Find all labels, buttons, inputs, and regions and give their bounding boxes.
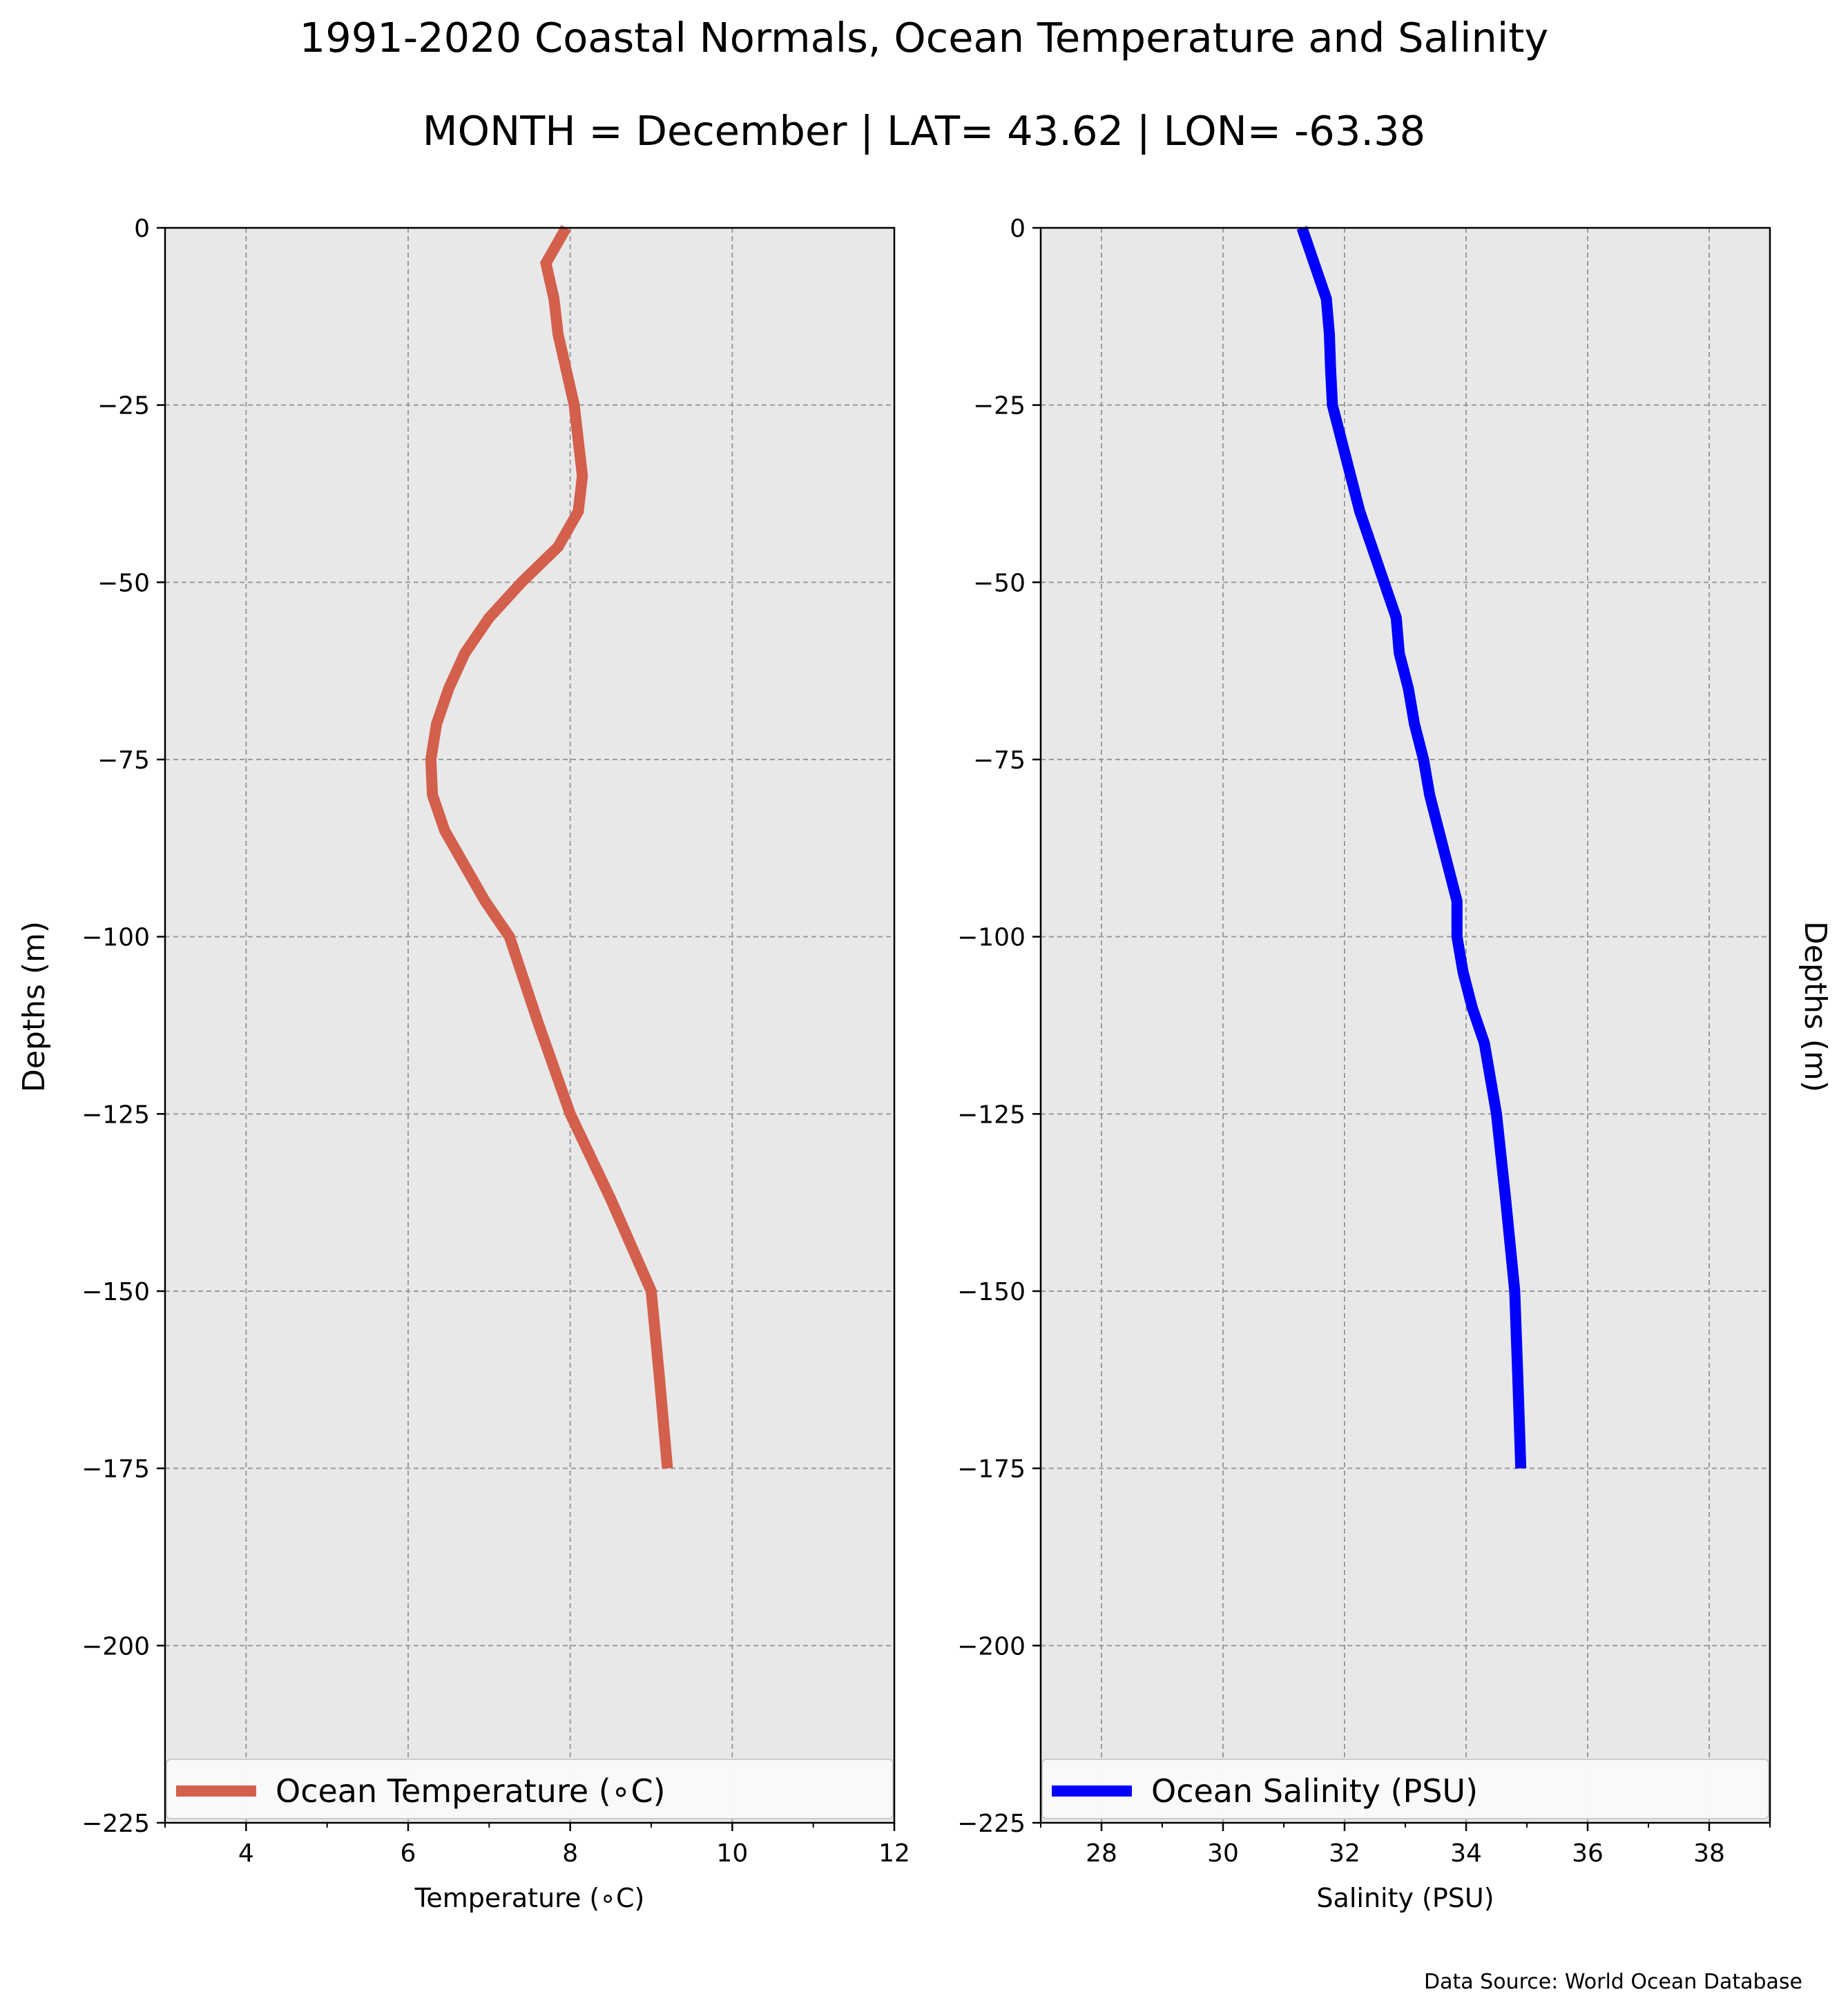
sal-y-tick-label: −25 [973,392,1026,420]
right-y-axis-label: Depths (m) [1798,921,1833,1092]
temperature-chart: Ocean Temperature (∘C) 4 6 8 10 12 0 −25 −50 −75 −… [81,215,910,1913]
sal-y-tick-label: −200 [957,1632,1026,1661]
figure-title-line2: MONTH = December | LAT= 43.62 | LON= -63… [423,107,1425,155]
sal-y-tick-label: −75 [973,746,1026,775]
figure-title-line1: 1991-2020 Coastal Normals, Ocean Tempera… [300,14,1549,61]
sal-y-tick-label: −150 [957,1278,1026,1306]
sal-y-tick-label: −100 [957,924,1026,952]
sal-y-tick-label: −175 [957,1455,1026,1484]
temp-y-tick-label: −25 [97,392,150,420]
temp-legend-label: Ocean Temperature (∘C) [276,1772,666,1810]
temp-x-tick-label: 12 [878,1839,910,1868]
sal-x-tick-label: 28 [1086,1839,1117,1868]
sal-x-tick-label: 30 [1207,1839,1239,1868]
sal-legend-box [1041,1759,1769,1819]
temp-y-tick-label: −225 [81,1810,150,1838]
temp-series-line [425,225,673,1469]
temp-y-tick-label: 0 [134,215,150,243]
sal-x-tick-label: 32 [1329,1839,1360,1868]
sal-y-tick-label: −50 [973,569,1026,597]
sal-plot-background [1041,228,1770,1823]
sal-x-tick-label: 36 [1572,1839,1604,1868]
sal-x-axis-label: Salinity (PSU) [1316,1883,1494,1913]
temp-y-tick-label: −200 [81,1632,150,1661]
salinity-chart: Ocean Salinity (PSU) 28 30 32 34 36 38 0 −25 −50 −… [957,215,1771,1913]
sal-y-tick-label: −125 [957,1101,1026,1129]
temp-legend-box [166,1759,894,1819]
sal-series-line [1296,226,1527,1469]
data-source-note: Data Source: World Ocean Database [1424,1970,1802,1994]
sal-legend-label: Ocean Salinity (PSU) [1151,1772,1478,1810]
temp-x-tick-label: 6 [401,1839,416,1868]
temp-plot-background [165,228,894,1823]
sal-x-tick-label: 34 [1450,1839,1482,1868]
temp-x-axis-label: Temperature (∘C) [414,1883,645,1913]
temp-x-tick-label: 4 [238,1839,254,1868]
temp-y-tick-label: −100 [81,924,150,952]
temp-y-tick-label: −175 [81,1455,150,1484]
temp-y-tick-label: −125 [81,1101,150,1129]
sal-x-tick-label: 38 [1693,1839,1725,1868]
temp-x-tick-label: 8 [562,1839,578,1868]
sal-y-tick-label: −225 [957,1810,1026,1838]
temp-plot-frame [164,226,896,1824]
temp-y-tick-label: −75 [97,746,150,775]
temp-x-tick-label: 10 [716,1839,748,1868]
temp-y-tick-label: −50 [97,569,150,597]
temp-y-tick-label: −150 [81,1278,150,1306]
sal-y-tick-label: 0 [1010,215,1026,243]
left-y-axis-label: Depths (m) [17,921,52,1092]
